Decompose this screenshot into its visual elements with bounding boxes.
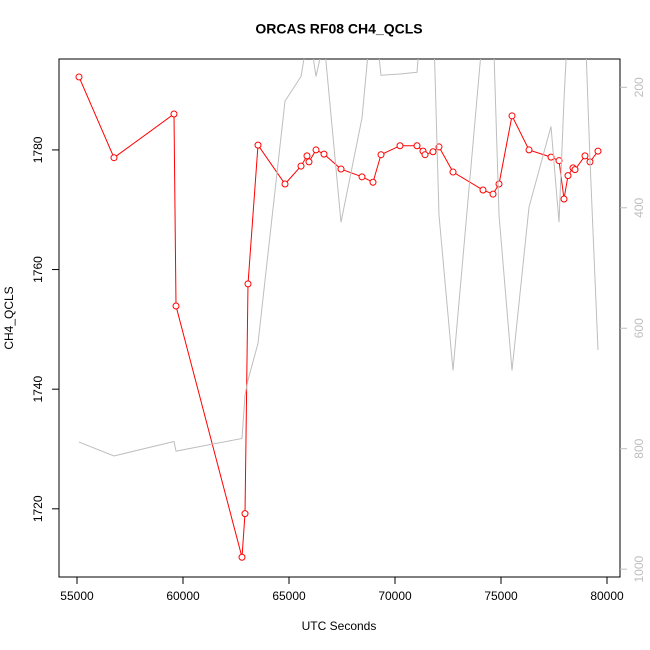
point	[337, 165, 345, 173]
y2-tick-label: 1000	[632, 555, 646, 582]
point	[238, 553, 246, 561]
y-tick-label: 1740	[31, 376, 45, 403]
point	[303, 152, 311, 160]
point	[508, 112, 516, 120]
y-axis-label: CH4_QCLS	[2, 286, 16, 349]
point	[564, 172, 572, 180]
point	[172, 302, 180, 310]
y-tick-label: 1720	[31, 495, 45, 522]
point	[75, 73, 83, 81]
point	[377, 151, 385, 159]
point	[421, 151, 429, 159]
x-axis-label: UTC Seconds	[302, 619, 377, 633]
plot-area	[75, 59, 602, 561]
point	[369, 178, 377, 186]
point	[110, 154, 118, 162]
y2-tick-label: 400	[632, 197, 646, 217]
x-tick-label: 55000	[60, 589, 94, 603]
series-line	[78, 76, 599, 558]
point	[495, 180, 503, 188]
x-tick-label: 75000	[484, 589, 518, 603]
y-tick-label: 1760	[31, 256, 45, 283]
point	[320, 150, 328, 158]
point	[525, 146, 533, 154]
x-tick-label: 80000	[590, 589, 624, 603]
point	[396, 142, 404, 150]
point	[170, 110, 178, 118]
y2-tick-label: 600	[632, 318, 646, 338]
x-tick-label: 70000	[378, 589, 412, 603]
point	[244, 280, 252, 288]
point	[479, 186, 487, 194]
chart-title: ORCAS RF08 CH4_QCLS	[255, 21, 422, 37]
y2-tick-label: 200	[632, 77, 646, 97]
point	[312, 146, 320, 154]
y2-tick-label: 800	[632, 438, 646, 458]
point	[305, 158, 313, 166]
series-line	[78, 59, 599, 457]
point	[297, 162, 305, 170]
point	[429, 148, 437, 156]
point	[254, 141, 262, 149]
point	[241, 510, 249, 518]
point	[560, 195, 568, 203]
point	[358, 173, 366, 181]
point	[413, 142, 421, 150]
y-tick-label: 1780	[31, 136, 45, 163]
point	[489, 190, 497, 198]
plot-frame	[58, 58, 621, 578]
x-tick-label: 60000	[166, 589, 200, 603]
point	[449, 168, 457, 176]
point	[594, 147, 602, 155]
x-tick-label: 65000	[272, 589, 306, 603]
point	[571, 166, 579, 174]
point	[581, 152, 589, 160]
point	[281, 180, 289, 188]
